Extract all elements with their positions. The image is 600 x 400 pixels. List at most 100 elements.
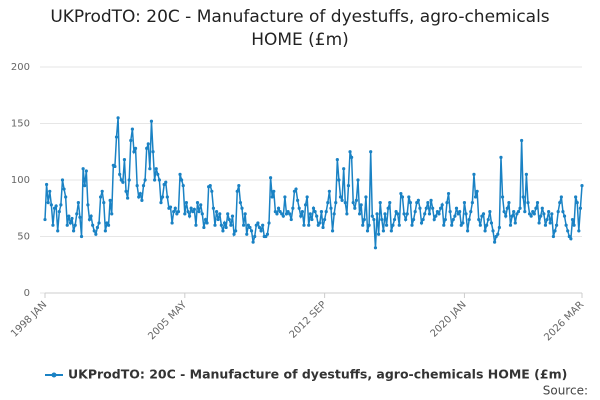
data-point [122,158,127,162]
data-point [219,223,223,227]
data-point [251,240,255,244]
data-point [567,234,571,239]
data-point [481,212,486,216]
data-point [345,212,349,216]
data-point [392,217,397,222]
data-point [159,201,163,205]
data-point [524,172,528,176]
data-point [297,206,301,210]
data-point [129,138,133,143]
data-point [68,221,73,225]
data-point [578,206,583,210]
data-point [332,212,336,216]
data-point [350,155,354,159]
data-point [132,150,136,154]
x-tick-label: 1998 JAN [9,299,49,339]
data-point [57,210,61,214]
data-point [520,138,524,143]
data-point [353,206,357,210]
data-point [183,212,187,216]
data-point [153,178,157,182]
data-point [561,210,565,214]
data-point [105,221,109,225]
data-point [269,176,273,180]
data-point [410,223,414,227]
x-tick-label: 2026 MAR [542,299,586,343]
data-point [488,210,492,214]
data-point [210,189,214,193]
data-point [446,191,451,196]
data-point [337,178,341,182]
data-point [89,214,93,218]
data-point [267,221,271,225]
data-point [308,212,312,216]
data-point [288,212,292,216]
data-point [138,191,142,196]
data-point [154,167,158,171]
data-point [547,210,551,214]
data-point [48,189,52,193]
data-point [451,217,455,222]
data-point [575,201,579,205]
data-point [574,195,578,199]
data-point [343,201,347,205]
data-point [469,210,473,214]
data-point [508,223,513,227]
data-point [316,223,320,227]
data-point [137,195,141,199]
data-point [140,198,144,202]
data-point [213,223,217,227]
data-point [475,189,479,193]
data-point [485,223,489,227]
data-point [214,210,219,214]
data-point [448,210,452,214]
data-point [91,223,95,227]
data-point [232,232,236,236]
data-point [286,210,290,214]
data-point [229,223,233,227]
data-point [133,146,138,150]
data-point [60,178,65,182]
data-point [97,221,101,225]
data-point [272,189,276,193]
data-point [532,212,536,216]
data-point [227,217,231,222]
data-point [307,223,311,227]
data-point [423,212,427,216]
data-point [246,223,250,227]
data-point [416,198,420,202]
data-point [494,234,498,239]
data-point [205,221,209,225]
x-tick-label: 2012 SEP [288,299,329,340]
data-point [168,205,173,209]
data-point [383,212,387,216]
data-point [172,210,176,214]
y-tick-label: 50 [17,232,30,243]
data-point [429,198,433,202]
data-point [160,195,165,199]
data-point [346,184,351,188]
data-point [364,195,368,199]
data-point [394,210,398,214]
data-point [464,212,468,216]
data-point [367,223,371,227]
data-point [523,210,527,214]
data-point [84,169,88,173]
data-point [342,167,346,171]
data-point [569,237,573,241]
data-point [439,206,443,210]
data-point [361,223,365,227]
data-point [218,212,222,216]
data-point [180,178,184,182]
data-point [467,217,471,222]
data-point [87,217,92,222]
data-point [357,212,362,216]
data-point [507,201,511,205]
data-point [79,234,84,239]
data-point [391,223,395,227]
data-point [558,201,562,205]
data-point [116,116,120,120]
data-point [450,223,454,227]
data-point [49,203,53,207]
y-tick-label: 150 [11,119,30,130]
